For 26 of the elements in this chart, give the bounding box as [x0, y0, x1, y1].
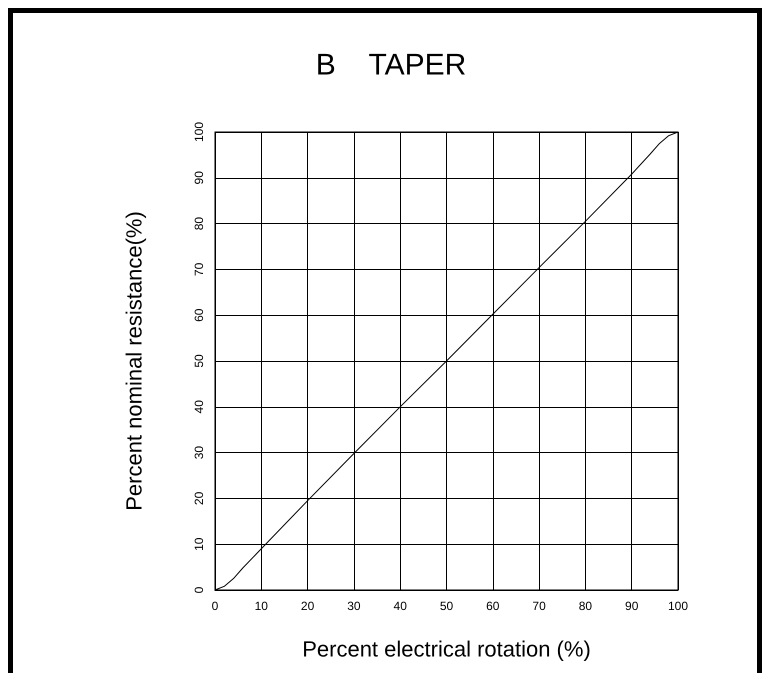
y-tick-label: 10	[192, 537, 206, 551]
x-tick-label: 90	[625, 599, 639, 613]
y-tick-label: 80	[192, 216, 206, 230]
chart-title: B TAPER	[316, 48, 466, 82]
y-tick-label: 40	[192, 400, 206, 414]
x-tick-label: 80	[578, 599, 592, 613]
y-tick-label: 20	[192, 491, 206, 506]
y-tick-label: 90	[192, 170, 206, 184]
y-tick-label: 50	[192, 354, 206, 368]
y-tick-label: 60	[192, 308, 206, 322]
x-tick-label: 70	[532, 599, 546, 613]
x-axis-title: Percent electrical rotation (%)	[302, 636, 591, 662]
x-tick-label: 60	[486, 599, 500, 613]
y-tick-label: 70	[192, 262, 206, 276]
y-tick-label: 100	[192, 122, 206, 142]
page-frame: Percent nominal resistance(%) Percent electrical rotation (%) 0 10 20 30 40 50 60 70 80 90 100 0 10 20 30 40 50 60 70 80 90 100 B TAPER	[8, 8, 762, 673]
x-tick-label: 100	[668, 599, 688, 613]
x-tick-label: 50	[440, 599, 454, 613]
x-tick-label: 30	[347, 599, 361, 613]
y-tick-label: 30	[192, 446, 206, 460]
y-axis-title: Percent nominal resistance(%)	[122, 211, 146, 511]
x-tick-label: 20	[300, 599, 315, 613]
y-tick-label: 0	[192, 586, 206, 594]
x-tick-label: 40	[394, 599, 408, 613]
x-tick-label: 10	[254, 599, 268, 613]
x-tick-label: 0	[212, 599, 219, 613]
